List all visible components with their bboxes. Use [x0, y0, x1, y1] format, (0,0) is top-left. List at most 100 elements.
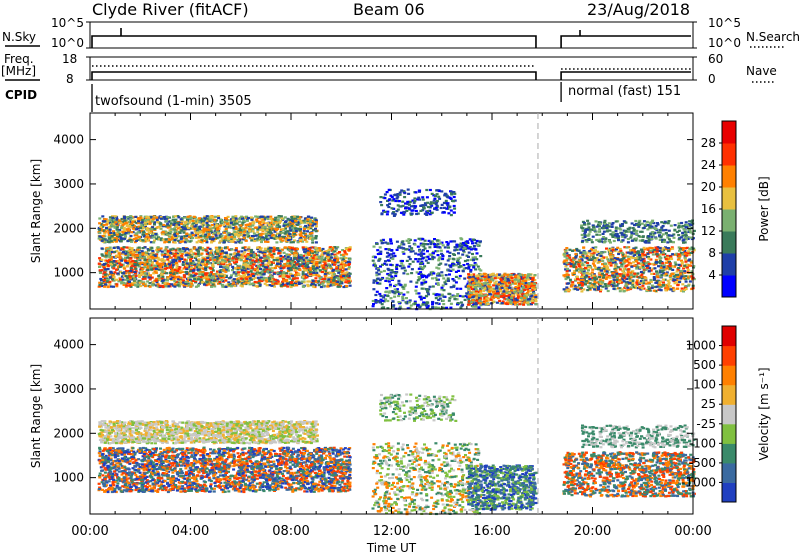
echo-cell — [426, 261, 430, 264]
echo-cell — [210, 240, 214, 243]
echo-cell — [452, 258, 456, 261]
echo-cell — [257, 264, 260, 268]
echo-cell — [451, 253, 455, 256]
echo-cell — [207, 252, 211, 255]
echo-cell — [394, 274, 398, 278]
echo-cell — [257, 246, 261, 249]
echo-cell — [342, 257, 345, 261]
echo-cell — [336, 259, 339, 262]
echo-cell — [438, 256, 442, 259]
echo-cell — [327, 278, 331, 281]
echo-cell — [217, 256, 221, 260]
echo-cell — [195, 222, 198, 225]
echo-cell — [103, 220, 107, 223]
echo-cell — [130, 275, 134, 278]
echo-cell — [187, 284, 191, 287]
power-echoes — [97, 188, 696, 311]
echo-cell — [204, 284, 208, 287]
echo-cell — [162, 216, 166, 219]
echo-cell — [471, 305, 475, 308]
echo-cell — [273, 230, 277, 233]
echo-cell — [461, 253, 465, 256]
echo-cell — [271, 266, 274, 270]
echo-cell — [320, 259, 324, 262]
echo-cell — [253, 276, 257, 279]
echo-cell — [253, 267, 257, 270]
echo-cell — [467, 298, 471, 301]
echo-cell — [241, 265, 245, 268]
echo-cell — [209, 278, 213, 281]
echo-cell — [339, 269, 343, 272]
echo-cell — [343, 260, 347, 263]
echo-cell — [378, 279, 382, 282]
echo-cell — [105, 259, 109, 262]
echo-cell — [223, 229, 227, 232]
echo-cell — [230, 218, 233, 221]
echo-cell — [476, 265, 480, 268]
echo-cell — [263, 236, 267, 239]
echo-cell — [235, 272, 239, 275]
echo-cell — [120, 217, 124, 221]
echo-cell — [133, 283, 137, 286]
echo-cell — [141, 278, 145, 281]
echo-cell — [393, 194, 397, 197]
echo-cell — [227, 231, 230, 235]
echo-cell — [103, 275, 107, 278]
echo-cell — [389, 194, 393, 197]
echo-cell — [413, 197, 417, 200]
echo-cell — [148, 282, 152, 285]
echo-cell — [144, 260, 148, 263]
echo-cell — [347, 267, 351, 270]
echo-cell — [426, 290, 429, 293]
echo-cell — [334, 248, 338, 251]
status-panel-frame-2 — [89, 56, 694, 81]
echo-cell — [197, 278, 200, 281]
echo-cell — [378, 246, 382, 249]
echo-cell — [379, 239, 383, 242]
echo-cell — [307, 269, 310, 272]
echo-cell — [156, 246, 160, 249]
echo-cell — [272, 235, 276, 238]
echo-cell — [105, 223, 108, 226]
echo-cell — [435, 302, 438, 305]
echo-cell — [320, 264, 324, 267]
echo-cell — [201, 249, 205, 252]
echo-cell — [210, 241, 213, 244]
echo-cell — [448, 255, 452, 258]
echo-cell — [177, 239, 181, 242]
echo-cell — [339, 254, 343, 257]
echo-cell — [272, 259, 276, 262]
echo-cell — [245, 215, 249, 218]
echo-cell — [161, 257, 165, 261]
echo-cell — [317, 257, 321, 260]
echo-cell — [198, 231, 202, 234]
echo-cell — [387, 205, 391, 209]
echo-cell — [198, 266, 202, 269]
echo-cell — [407, 207, 411, 210]
echo-cell — [109, 240, 113, 243]
echo-cell — [265, 266, 269, 269]
echo-cell — [106, 285, 110, 289]
echo-cell — [159, 217, 163, 220]
echo-cell — [240, 241, 243, 244]
echo-cell — [243, 251, 247, 254]
echo-cell — [156, 256, 160, 259]
echo-cell — [246, 236, 250, 239]
echo-cell — [231, 269, 234, 272]
echo-cell — [216, 282, 220, 285]
echo-cell — [426, 255, 430, 258]
echo-cell — [421, 266, 425, 269]
echo-cell — [459, 248, 463, 251]
echo-cell — [180, 283, 184, 286]
echo-cell — [180, 222, 184, 225]
echo-cell — [303, 227, 306, 231]
echo-cell — [390, 269, 394, 272]
echo-cell — [382, 269, 386, 273]
echo-cell — [280, 217, 284, 220]
echo-cell — [183, 235, 187, 238]
echo-cell — [280, 274, 284, 277]
echo-cell — [288, 233, 292, 236]
echo-cell — [173, 285, 177, 288]
echo-cell — [118, 255, 121, 258]
echo-cell — [391, 291, 395, 294]
